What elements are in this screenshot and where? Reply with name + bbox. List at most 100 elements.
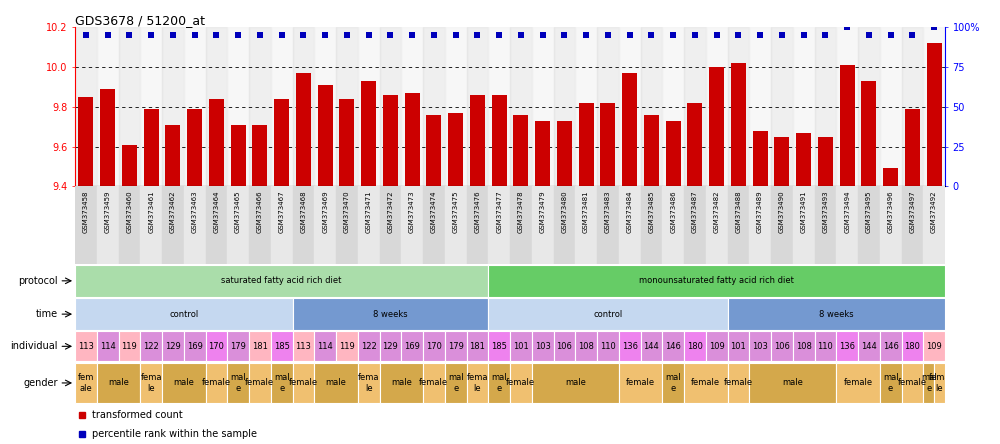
Text: mal
e: mal e: [448, 373, 463, 392]
Bar: [119, 27, 140, 186]
Bar: [684, 186, 706, 264]
Text: 122: 122: [143, 342, 159, 351]
Text: GSM373493: GSM373493: [822, 190, 828, 233]
Text: fema
le: fema le: [929, 373, 950, 392]
Bar: [836, 363, 880, 403]
Text: GSM373472: GSM373472: [387, 190, 393, 233]
Bar: [532, 363, 619, 403]
Text: GSM373465: GSM373465: [235, 190, 241, 233]
Text: 185: 185: [491, 342, 507, 351]
Bar: [554, 331, 575, 361]
Text: fema
le: fema le: [358, 373, 379, 392]
Point: [491, 31, 507, 38]
Bar: [640, 186, 662, 264]
Bar: [535, 121, 550, 444]
Bar: [162, 27, 184, 186]
Bar: [557, 121, 572, 444]
Point: [230, 31, 246, 38]
Bar: [271, 186, 292, 264]
Bar: [140, 363, 162, 403]
Bar: [923, 363, 934, 403]
Bar: [793, 331, 814, 361]
Bar: [575, 186, 597, 264]
Bar: [466, 186, 488, 264]
Text: male: male: [108, 378, 129, 388]
Point: [469, 31, 485, 38]
Bar: [336, 331, 358, 361]
Text: GSM373490: GSM373490: [779, 190, 785, 233]
Text: mal
e: mal e: [665, 373, 681, 392]
Bar: [292, 331, 314, 361]
Bar: [380, 186, 401, 264]
Point: [513, 31, 529, 38]
Bar: [880, 363, 902, 403]
Bar: [597, 27, 619, 186]
Text: gender: gender: [23, 378, 58, 388]
Bar: [902, 186, 923, 264]
Point: [665, 31, 681, 38]
Bar: [336, 27, 358, 186]
Point: [600, 31, 616, 38]
Text: mal
e: mal e: [274, 373, 289, 392]
Point: [187, 31, 203, 38]
Bar: [554, 186, 575, 264]
Text: 179: 179: [448, 342, 464, 351]
Bar: [858, 186, 880, 264]
Bar: [314, 363, 358, 403]
Text: 101: 101: [730, 342, 746, 351]
Text: fema
le: fema le: [140, 373, 162, 392]
Bar: [271, 27, 292, 186]
Bar: [575, 331, 597, 361]
Bar: [358, 331, 380, 361]
Point: [687, 31, 703, 38]
Text: GSM373488: GSM373488: [735, 190, 741, 233]
Text: 169: 169: [187, 342, 203, 351]
Text: GSM373463: GSM373463: [192, 190, 198, 233]
Text: GSM373497: GSM373497: [909, 190, 915, 233]
Bar: [510, 186, 532, 264]
Point: [448, 31, 464, 38]
Bar: [97, 27, 119, 186]
Text: GSM373464: GSM373464: [213, 190, 219, 233]
Bar: [771, 331, 793, 361]
Bar: [100, 89, 115, 444]
Text: 169: 169: [404, 342, 420, 351]
Bar: [97, 186, 119, 264]
Bar: [445, 331, 466, 361]
Point: [382, 31, 398, 38]
Text: GDS3678 / 51200_at: GDS3678 / 51200_at: [75, 14, 205, 27]
Text: female: female: [289, 378, 318, 388]
Bar: [731, 63, 746, 444]
Bar: [840, 65, 855, 444]
Text: mal
e: mal e: [883, 373, 898, 392]
Bar: [814, 331, 836, 361]
Point: [100, 31, 116, 38]
Bar: [405, 93, 420, 444]
Text: 180: 180: [687, 342, 703, 351]
Text: 144: 144: [644, 342, 659, 351]
Text: 119: 119: [122, 342, 137, 351]
Bar: [883, 169, 898, 444]
Bar: [640, 27, 662, 186]
Text: female: female: [506, 378, 535, 388]
Text: 101: 101: [513, 342, 529, 351]
Bar: [554, 27, 575, 186]
Bar: [227, 186, 249, 264]
Bar: [793, 27, 814, 186]
Bar: [728, 298, 945, 330]
Text: female: female: [419, 378, 448, 388]
Bar: [292, 363, 314, 403]
Bar: [75, 265, 488, 297]
Bar: [771, 27, 793, 186]
Bar: [902, 331, 923, 361]
Bar: [662, 27, 684, 186]
Point: [121, 31, 137, 38]
Bar: [923, 331, 945, 361]
Bar: [206, 27, 227, 186]
Text: GSM373489: GSM373489: [757, 190, 763, 233]
Bar: [619, 186, 640, 264]
Text: GSM373458: GSM373458: [83, 190, 89, 233]
Bar: [75, 298, 292, 330]
Bar: [445, 363, 466, 403]
Bar: [227, 27, 249, 186]
